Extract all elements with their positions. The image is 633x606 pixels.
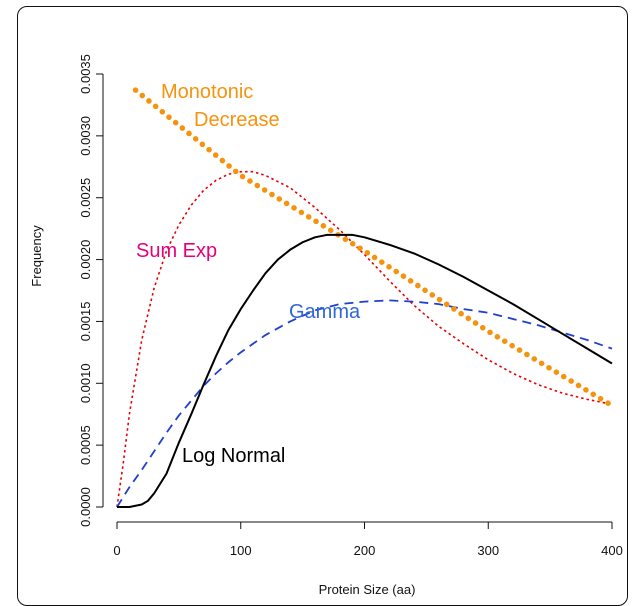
- y-tick-label: 0.0005: [78, 425, 93, 465]
- x-tick-label: 100: [230, 543, 252, 558]
- x-tick-label: 0: [113, 543, 120, 558]
- series-log-normal: [117, 233, 613, 508]
- annotation-decrease: Decrease: [194, 109, 280, 131]
- y-tick-label: 0.0015: [78, 302, 93, 342]
- chart-axes: 0 100 200 300 400 0.0000 0.0005 0.0010 0.0015 0.0…: [78, 54, 623, 558]
- plot-area: [116, 87, 615, 508]
- annotation-monotonic: Monotonic: [161, 81, 253, 103]
- x-tick-label: 300: [477, 543, 499, 558]
- annotation-gamma: Gamma: [289, 301, 361, 323]
- y-tick-label: 0.0030: [78, 116, 93, 156]
- x-tick-label: 400: [601, 543, 623, 558]
- y-tick-label: 0.0010: [78, 363, 93, 403]
- y-tick-label: 0.0025: [78, 178, 93, 218]
- series-gamma: [116, 299, 613, 508]
- annotation-log-normal: Log Normal: [182, 445, 285, 467]
- y-axis-title: Frequency: [29, 225, 44, 287]
- x-axis-title: Protein Size (aa): [319, 582, 416, 597]
- series-sum-exp: [116, 170, 613, 508]
- y-tick-label: 0.0000: [78, 487, 93, 527]
- y-tick-label: 0.0035: [78, 54, 93, 94]
- y-tick-label: 0.0020: [78, 240, 93, 280]
- annotation-sum-exp: Sum Exp: [136, 240, 217, 262]
- x-tick-label: 200: [354, 543, 376, 558]
